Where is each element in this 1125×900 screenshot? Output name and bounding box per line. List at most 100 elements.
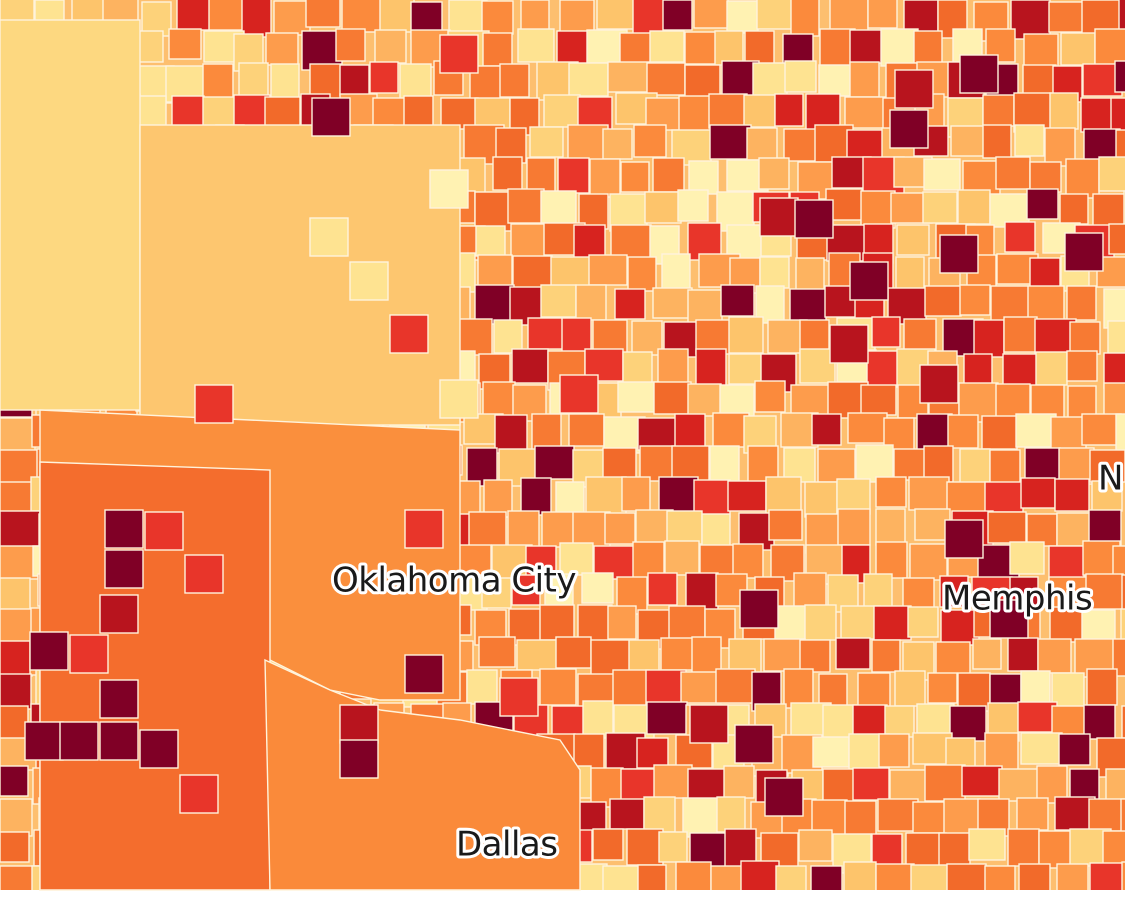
county — [1004, 221, 1036, 253]
county — [1121, 861, 1125, 893]
county — [884, 705, 915, 738]
county — [1088, 798, 1125, 832]
county — [768, 509, 803, 541]
county — [744, 30, 775, 65]
county — [194, 384, 234, 424]
county — [1085, 573, 1124, 610]
county — [795, 257, 825, 295]
county — [602, 128, 633, 160]
county — [984, 732, 1019, 771]
county — [0, 831, 30, 863]
county — [568, 62, 609, 97]
county — [846, 129, 888, 162]
county — [478, 636, 516, 668]
county — [643, 796, 676, 833]
county — [1108, 223, 1125, 255]
county — [1020, 670, 1051, 704]
county — [691, 636, 722, 674]
county — [871, 639, 901, 673]
county — [577, 604, 613, 642]
county — [743, 94, 776, 128]
county — [812, 736, 850, 768]
county — [894, 670, 926, 707]
county — [804, 604, 837, 641]
county — [439, 34, 479, 74]
county — [104, 509, 144, 549]
county — [305, 0, 341, 28]
county — [582, 700, 614, 739]
county — [499, 677, 539, 717]
county — [740, 860, 780, 892]
county — [184, 554, 224, 594]
county — [176, 0, 215, 31]
county — [520, 0, 550, 34]
county — [1064, 232, 1104, 272]
county — [995, 156, 1031, 190]
county — [1121, 705, 1125, 739]
county — [1014, 124, 1045, 157]
county — [798, 829, 833, 862]
county — [389, 314, 429, 354]
county — [860, 190, 896, 229]
county — [764, 777, 804, 817]
county — [540, 190, 577, 224]
county — [1029, 257, 1061, 289]
county — [404, 509, 444, 549]
county — [982, 94, 1015, 127]
county — [1048, 576, 1090, 612]
county — [604, 512, 636, 545]
county — [511, 574, 541, 606]
county — [987, 511, 1027, 544]
county — [1026, 188, 1059, 220]
county — [784, 60, 817, 93]
region — [0, 19, 141, 411]
county — [873, 605, 912, 641]
county — [774, 93, 804, 127]
county — [867, 0, 898, 29]
county — [0, 673, 32, 710]
county — [499, 63, 530, 98]
county — [1092, 193, 1125, 230]
county — [1112, 638, 1125, 677]
county — [0, 798, 33, 837]
county — [759, 197, 799, 237]
county — [817, 448, 856, 483]
county — [241, 0, 272, 38]
county — [626, 828, 664, 866]
county — [1069, 321, 1101, 355]
county — [369, 61, 399, 94]
county — [653, 381, 692, 415]
city-label: Memphis — [942, 579, 1092, 619]
county — [492, 156, 523, 191]
county — [658, 831, 688, 863]
county — [763, 638, 806, 672]
county — [1003, 316, 1038, 353]
county — [684, 64, 721, 98]
county — [1016, 797, 1049, 831]
county — [739, 589, 779, 629]
county — [758, 157, 790, 190]
city-label: Oklahoma City — [332, 561, 576, 601]
county — [924, 764, 966, 802]
county — [849, 261, 889, 301]
county — [674, 413, 706, 449]
county — [1050, 416, 1087, 452]
county — [647, 572, 678, 606]
county — [989, 673, 1022, 706]
county — [529, 126, 564, 158]
county — [1059, 193, 1089, 225]
county — [957, 672, 991, 712]
county — [935, 641, 971, 676]
county — [403, 95, 434, 129]
county — [429, 169, 469, 209]
county — [1015, 413, 1057, 448]
county — [913, 30, 943, 64]
county — [903, 0, 939, 34]
county — [208, 0, 245, 31]
city-label: N — [1098, 459, 1123, 499]
county — [982, 124, 1012, 159]
county — [968, 828, 1006, 861]
county — [837, 508, 871, 546]
county — [765, 476, 802, 516]
county — [0, 765, 29, 797]
